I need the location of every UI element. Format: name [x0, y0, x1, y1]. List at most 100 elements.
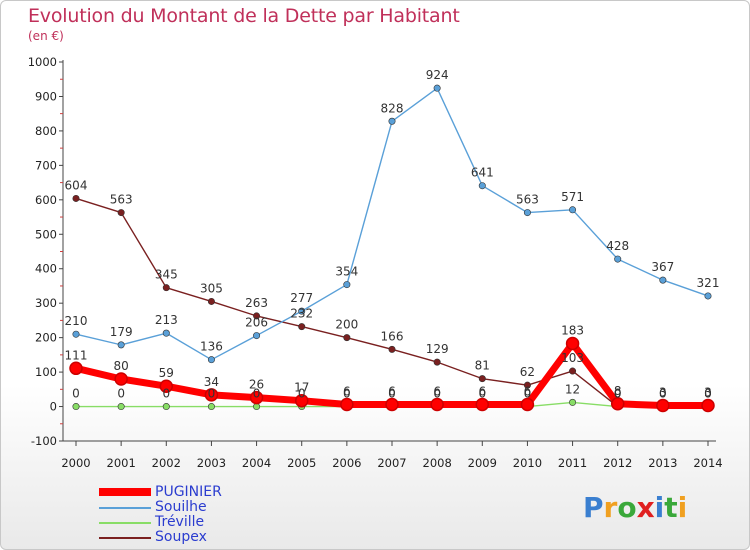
data-point-soupex [569, 367, 577, 375]
data-label-tréville: 0 [704, 387, 712, 401]
y-tick-label: 400 [35, 262, 57, 276]
data-point-tréville [72, 403, 80, 411]
data-point-souilhe [478, 182, 486, 190]
x-tick-label: 2000 [61, 456, 90, 470]
legend-label-soupex: Soupex [155, 529, 207, 545]
data-point-souilhe [253, 332, 261, 340]
data-point-souilhe [614, 255, 622, 263]
data-point-souilhe [569, 206, 577, 214]
data-label-souilhe: 828 [381, 101, 404, 115]
data-label-soupex: 345 [155, 268, 178, 282]
data-point-tréville [162, 403, 170, 411]
data-label-tréville: 0 [72, 387, 80, 401]
data-label-tréville: 0 [298, 387, 306, 401]
data-point-tréville [207, 403, 215, 411]
data-label-souilhe: 428 [606, 239, 629, 253]
data-label-puginier: 3 [704, 386, 712, 400]
data-label-souilhe: 641 [471, 166, 494, 180]
data-label-tréville: 0 [208, 387, 216, 401]
legend-swatch-puginier [99, 488, 151, 496]
y-tick-label: 200 [35, 331, 57, 345]
data-label-puginier: 34 [204, 375, 219, 389]
data-point-soupex [298, 323, 306, 331]
data-label-puginier: 6 [388, 384, 396, 398]
data-label-soupex: 0 [659, 387, 667, 401]
logo-letter: i [654, 491, 665, 524]
data-point-puginier [610, 397, 625, 411]
data-point-puginier [249, 390, 264, 405]
data-point-soupex [478, 375, 486, 383]
data-point-soupex [162, 284, 170, 292]
data-label-puginier: 6 [433, 384, 441, 398]
data-label-puginier: 59 [159, 366, 174, 380]
data-point-souilhe [659, 276, 667, 284]
data-point-soupex [117, 209, 125, 217]
chart-title: Evolution du Montant de la Dette par Hab… [28, 5, 460, 27]
data-label-souilhe: 354 [335, 265, 358, 279]
data-point-puginier [565, 336, 580, 351]
data-label-souilhe: 563 [516, 193, 539, 207]
data-label-puginier: 6 [343, 384, 351, 398]
data-label-soupex: 563 [110, 193, 133, 207]
data-label-soupex: 200 [335, 318, 358, 332]
logo-letter: o [617, 491, 637, 524]
data-label-souilhe: 924 [426, 68, 449, 82]
data-point-souilhe [72, 330, 80, 338]
data-label-puginier: 183 [561, 323, 584, 337]
data-point-soupex [523, 381, 531, 389]
chart-subtitle: (en €) [28, 29, 64, 43]
data-label-puginier: 80 [114, 359, 129, 373]
logo-letter: i [677, 491, 688, 524]
logo-letter: x [636, 491, 655, 524]
x-tick-label: 2013 [648, 456, 677, 470]
data-label-tréville: 0 [524, 387, 532, 401]
legend-swatch-souilhe [99, 507, 151, 509]
logo-letter: P [583, 491, 604, 524]
data-point-puginier [475, 397, 490, 412]
x-tick-label: 2006 [332, 456, 361, 470]
data-point-puginier [430, 397, 444, 412]
data-label-puginier: 17 [294, 381, 309, 395]
proxiti-logo: Proxiti [583, 491, 687, 524]
data-point-puginier [204, 388, 219, 402]
data-point-soupex [207, 297, 215, 305]
data-point-puginier [69, 361, 83, 376]
x-tick-label: 2011 [558, 456, 587, 470]
data-label-tréville: 0 [433, 387, 441, 401]
data-label-puginier: 8 [614, 384, 622, 398]
data-point-soupex [253, 312, 261, 320]
legend-label-souilhe: Souilhe [155, 499, 207, 515]
x-tick-label: 2007 [377, 456, 406, 470]
data-point-souilhe [388, 117, 396, 125]
data-label-soupex: 0 [704, 387, 712, 401]
data-label-souilhe: 321 [697, 276, 720, 290]
data-label-souilhe: 206 [245, 316, 268, 330]
x-tick-label: 2002 [152, 456, 181, 470]
data-label-soupex: 129 [426, 342, 449, 356]
y-tick-label: 500 [35, 227, 57, 241]
logo-letter: t [664, 491, 678, 524]
legend-swatch-treville [99, 522, 151, 524]
data-label-souilhe: 136 [200, 340, 223, 354]
data-label-souilhe: 210 [65, 314, 88, 328]
logo-letter: r [603, 491, 618, 524]
data-label-souilhe: 277 [290, 291, 313, 305]
y-tick-label: 0 [50, 400, 57, 414]
data-label-soupex: 263 [245, 296, 268, 310]
data-label-tréville: 0 [343, 387, 351, 401]
data-point-puginier [385, 397, 399, 412]
data-label-soupex: 166 [381, 329, 404, 343]
data-label-souilhe: 213 [155, 313, 178, 327]
data-label-puginier: 6 [478, 384, 486, 398]
data-point-soupex [72, 194, 80, 202]
data-point-souilhe [162, 329, 170, 337]
data-point-soupex [343, 334, 351, 342]
x-tick-label: 2010 [513, 456, 542, 470]
x-tick-label: 2003 [197, 456, 226, 470]
data-point-puginier [294, 393, 309, 408]
data-label-soupex: 81 [475, 359, 490, 373]
data-label-soupex: 305 [200, 281, 223, 295]
y-tick-label: 1000 [28, 55, 57, 69]
